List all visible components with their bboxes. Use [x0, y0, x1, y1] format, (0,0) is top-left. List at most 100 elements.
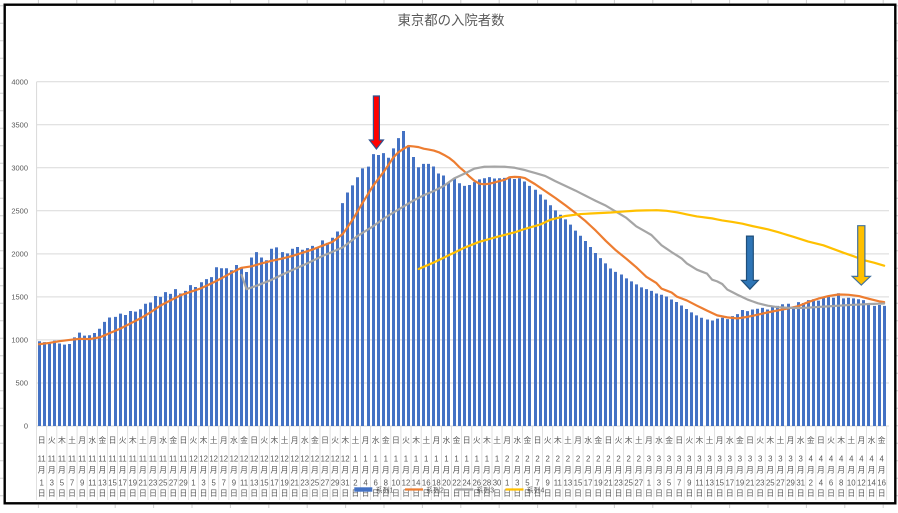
svg-text:11: 11: [554, 479, 562, 488]
svg-text:1: 1: [384, 455, 388, 464]
svg-text:日: 日: [240, 489, 248, 498]
svg-text:11: 11: [159, 455, 167, 464]
svg-text:27: 27: [321, 479, 330, 488]
svg-text:23: 23: [300, 479, 309, 488]
svg-text:12: 12: [280, 455, 289, 464]
svg-text:500: 500: [15, 379, 28, 388]
svg-text:10: 10: [847, 479, 856, 488]
svg-text:火: 火: [331, 436, 339, 445]
svg-text:月: 月: [210, 466, 218, 475]
svg-text:月: 月: [362, 436, 370, 445]
svg-text:30: 30: [493, 479, 502, 488]
svg-text:14: 14: [867, 479, 876, 488]
svg-text:月: 月: [48, 466, 56, 475]
svg-text:日: 日: [675, 489, 683, 498]
svg-text:月: 月: [392, 466, 400, 475]
svg-text:10: 10: [392, 479, 401, 488]
svg-text:2000: 2000: [11, 249, 28, 258]
svg-text:金: 金: [169, 435, 177, 445]
svg-text:日: 日: [594, 489, 602, 498]
svg-text:金: 金: [98, 435, 106, 445]
svg-text:月: 月: [726, 466, 734, 475]
svg-text:11: 11: [48, 455, 56, 464]
svg-text:水: 水: [159, 435, 167, 445]
svg-text:水: 水: [655, 435, 663, 445]
svg-text:日: 日: [38, 489, 46, 498]
svg-text:月: 月: [645, 466, 653, 475]
svg-text:月: 月: [746, 466, 754, 475]
svg-text:11: 11: [78, 455, 86, 464]
svg-text:21: 21: [139, 479, 148, 488]
svg-text:日: 日: [58, 489, 66, 498]
svg-text:土: 土: [493, 435, 501, 445]
svg-text:月: 月: [696, 466, 704, 475]
svg-text:20: 20: [442, 479, 451, 488]
svg-text:15: 15: [260, 479, 269, 488]
svg-text:土: 土: [777, 435, 785, 445]
svg-text:13: 13: [98, 479, 107, 488]
svg-text:12: 12: [857, 479, 866, 488]
svg-text:月: 月: [169, 466, 177, 475]
svg-text:月: 月: [230, 466, 238, 475]
svg-text:日: 日: [179, 489, 187, 498]
svg-text:月: 月: [584, 466, 592, 475]
svg-text:日: 日: [534, 436, 542, 445]
svg-text:日: 日: [321, 489, 329, 498]
svg-text:日: 日: [129, 489, 137, 498]
svg-text:日: 日: [807, 489, 815, 498]
svg-text:月: 月: [493, 466, 501, 475]
svg-text:日: 日: [604, 489, 612, 498]
svg-text:月: 月: [615, 466, 623, 475]
svg-text:日: 日: [271, 489, 279, 498]
svg-text:12: 12: [321, 455, 330, 464]
svg-text:日: 日: [331, 489, 339, 498]
svg-text:日: 日: [665, 489, 673, 498]
svg-text:月: 月: [98, 466, 106, 475]
svg-text:17: 17: [118, 479, 127, 488]
svg-text:日: 日: [210, 489, 218, 498]
svg-text:月: 月: [190, 466, 198, 475]
svg-text:土: 土: [635, 435, 643, 445]
svg-text:水: 水: [372, 435, 380, 445]
svg-text:11: 11: [695, 479, 703, 488]
svg-text:日: 日: [159, 489, 167, 498]
svg-text:日: 日: [230, 489, 238, 498]
svg-text:12: 12: [230, 455, 239, 464]
svg-text:25: 25: [311, 479, 320, 488]
svg-text:2: 2: [566, 455, 570, 464]
svg-text:月: 月: [503, 436, 511, 445]
svg-text:日: 日: [473, 489, 481, 498]
svg-text:1: 1: [191, 479, 195, 488]
svg-text:日: 日: [443, 489, 451, 498]
svg-text:1: 1: [404, 455, 408, 464]
svg-text:日: 日: [564, 489, 572, 498]
svg-text:月: 月: [351, 466, 359, 475]
svg-text:系列1: 系列1: [376, 486, 394, 495]
svg-text:日: 日: [453, 489, 461, 498]
svg-text:日: 日: [513, 489, 521, 498]
svg-text:12: 12: [189, 455, 198, 464]
svg-text:日: 日: [817, 489, 825, 498]
svg-text:金: 金: [807, 435, 815, 445]
svg-text:24: 24: [462, 479, 471, 488]
svg-text:日: 日: [524, 489, 532, 498]
svg-text:日: 日: [119, 489, 127, 498]
svg-text:日: 日: [716, 489, 724, 498]
svg-text:13: 13: [705, 479, 714, 488]
svg-text:日: 日: [736, 489, 744, 498]
svg-text:月: 月: [645, 436, 653, 445]
svg-text:月: 月: [625, 466, 633, 475]
svg-text:日: 日: [847, 489, 855, 498]
svg-text:月: 月: [321, 466, 329, 475]
svg-text:月: 月: [564, 466, 572, 475]
svg-text:4: 4: [819, 455, 824, 464]
svg-text:火: 火: [402, 436, 410, 445]
svg-text:日: 日: [139, 489, 147, 498]
svg-text:月: 月: [179, 466, 187, 475]
svg-text:月: 月: [756, 466, 764, 475]
svg-text:21: 21: [746, 479, 755, 488]
svg-text:15: 15: [715, 479, 724, 488]
svg-text:11: 11: [179, 455, 187, 464]
svg-text:2: 2: [596, 455, 600, 464]
svg-text:日: 日: [372, 489, 380, 498]
